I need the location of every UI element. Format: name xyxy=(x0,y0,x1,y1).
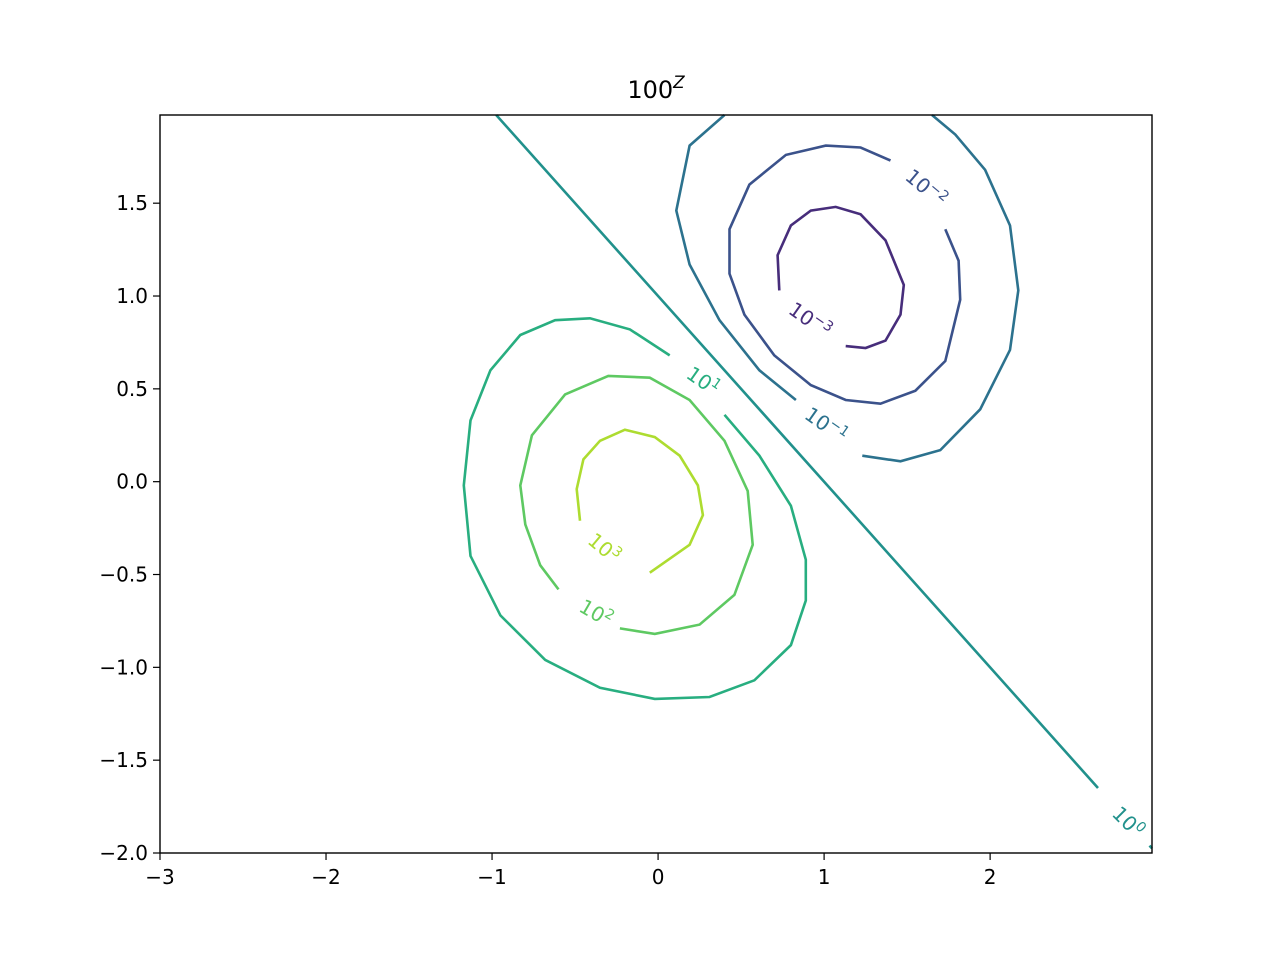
chart-title-base: 100 xyxy=(627,76,673,104)
contour-line xyxy=(462,316,808,701)
y-tick-label: −1.0 xyxy=(99,655,148,679)
contour-line xyxy=(728,144,962,406)
x-tick-label: −2 xyxy=(311,865,340,889)
y-tick-label: −0.5 xyxy=(99,563,148,587)
y-tick-label: −2.0 xyxy=(99,841,148,865)
contour-line xyxy=(518,374,755,636)
y-tick-label: 1.0 xyxy=(116,284,148,308)
chart-title-exponent: Z xyxy=(672,72,685,92)
contour-line xyxy=(776,205,906,350)
x-tick-label: 1 xyxy=(818,865,831,889)
y-tick-label: 0.5 xyxy=(116,377,148,401)
x-tick-label: 0 xyxy=(652,865,665,889)
x-tick-label: 2 xyxy=(984,865,997,889)
y-tick-label: 1.5 xyxy=(116,191,148,215)
chart-title: 100Z xyxy=(627,72,685,104)
x-tick-label: −1 xyxy=(477,865,506,889)
y-tick-label: −1.5 xyxy=(99,748,148,772)
plot-frame xyxy=(159,114,1153,854)
y-tick-label: 0.0 xyxy=(116,470,148,494)
contour-line xyxy=(575,428,705,574)
x-tick-label: −3 xyxy=(145,865,174,889)
contour-line xyxy=(674,114,1020,463)
